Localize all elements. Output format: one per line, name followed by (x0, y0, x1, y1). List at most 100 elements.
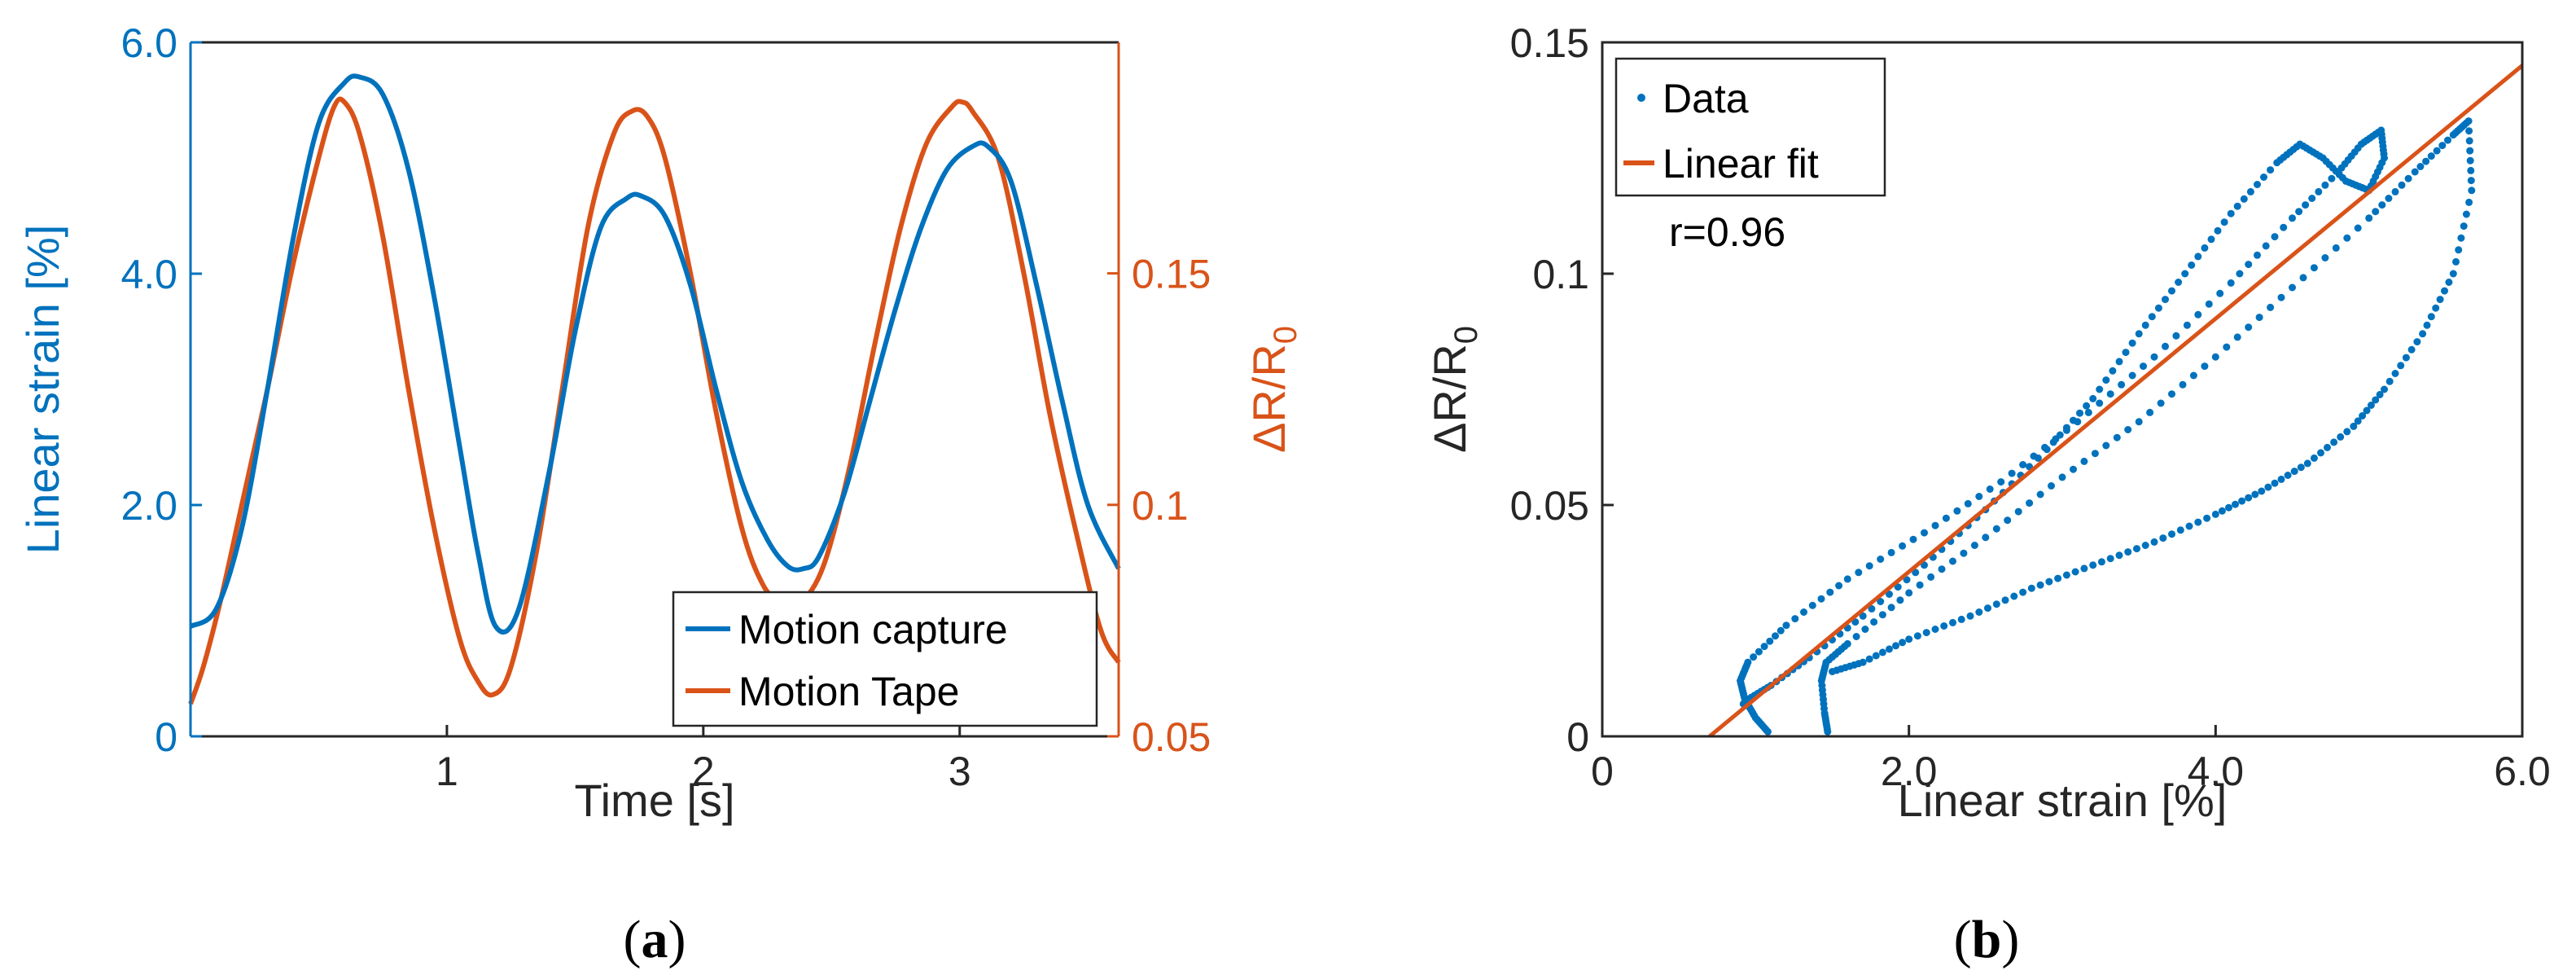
panel-b-caption-letter: b (1972, 910, 2002, 969)
left-y-tick-label: 0 (155, 714, 177, 760)
panel-b-caption: (b) (1954, 910, 2020, 969)
legend-label-linear-fit: Linear fit (1663, 141, 1819, 187)
data-point (1859, 612, 1867, 620)
data-point (1755, 648, 1763, 656)
data-point (2391, 370, 2399, 377)
data-point (2350, 422, 2358, 430)
data-point (2354, 417, 2362, 425)
legend-label-motion-tape: Motion Tape (738, 669, 959, 714)
data-point (1982, 534, 1990, 542)
data-point (2438, 142, 2447, 150)
data-point (2332, 244, 2340, 252)
data-point (2150, 353, 2158, 361)
data-point (1865, 655, 1873, 663)
data-point (1808, 601, 1816, 609)
data-point (2194, 518, 2202, 526)
data-point (2411, 168, 2419, 176)
legend-label-motion-capture: Motion capture (738, 607, 1008, 652)
data-point (1878, 611, 1886, 619)
data-point (2172, 332, 2180, 340)
data-point (2385, 377, 2394, 385)
panel-a-caption-letter: a (642, 910, 668, 969)
data-point (1892, 642, 1899, 650)
y-tick-label: 0 (1566, 714, 1589, 760)
panel-a-right-y-label-base: ΔR/R (1243, 344, 1295, 453)
data-point (1861, 626, 1869, 633)
data-point (2089, 561, 2097, 569)
data-point (2245, 323, 2253, 332)
panel-a-caption-open: ( (624, 910, 642, 969)
data-point (2141, 321, 2149, 329)
data-point (2124, 426, 2132, 433)
data-point (2227, 209, 2235, 217)
data-point (1894, 583, 1902, 591)
data-point (2465, 198, 2473, 206)
data-point (1886, 645, 1893, 653)
data-point (2315, 187, 2323, 195)
series-line-motion-capture (189, 73, 1121, 635)
data-point (2154, 304, 2162, 312)
data-point (2297, 463, 2305, 472)
data-point (2211, 510, 2219, 518)
data-point (1868, 604, 1876, 613)
data-point (1986, 485, 1994, 493)
data-point (2423, 321, 2431, 329)
data-point (2452, 257, 2460, 266)
x-tick-label: 2.0 (1881, 749, 1938, 794)
left-y-tick-label: 4.0 (120, 252, 177, 297)
data-point (2216, 289, 2224, 297)
data-point (2179, 380, 2187, 389)
data-point (2201, 244, 2209, 252)
data-point (1877, 556, 1885, 563)
data-point (1960, 549, 1968, 557)
data-point (2150, 538, 2158, 546)
data-point (2240, 195, 2248, 203)
data-point (1949, 557, 1956, 565)
data-point (1760, 643, 1768, 651)
data-point (2148, 313, 2156, 321)
y-tick-label: 0.15 (1510, 20, 1589, 66)
data-point (2133, 545, 2140, 553)
data-point (2115, 551, 2123, 560)
data-point (2466, 156, 2474, 165)
data-point (2251, 490, 2259, 498)
data-point (2343, 428, 2351, 436)
data-point (2205, 300, 2213, 308)
data-point (1896, 596, 1904, 604)
data-point (2141, 542, 2149, 549)
data-point (1826, 588, 1834, 596)
data-point (2317, 449, 2324, 457)
data-point (1921, 561, 1928, 569)
data-point (1903, 576, 1911, 584)
data-point (1843, 639, 1851, 648)
data-point (2106, 390, 2114, 398)
data-point (1931, 521, 1939, 529)
data-point (2236, 270, 2244, 278)
data-point (2427, 152, 2435, 160)
data-point (2162, 296, 2169, 304)
data-point (2036, 581, 2044, 589)
data-point (2444, 136, 2451, 144)
data-point (2102, 376, 2110, 384)
panel-a-series-group (188, 73, 1121, 705)
panel-a-chart: 1 2 3 0 2.0 4.0 6.0 0.05 0.1 0.15 Time [s] Line… (17, 20, 1303, 969)
data-point (2118, 380, 2126, 389)
panel-a-right-y-label: ΔR/R0 (1243, 326, 1303, 453)
right-y-tick-label: 0.15 (1132, 252, 1211, 297)
data-point (2245, 494, 2253, 502)
data-point (1878, 648, 1886, 657)
data-point (2363, 406, 2371, 415)
data-point (2385, 195, 2393, 202)
data-point (2225, 503, 2232, 512)
panel-b-legend: Data Linear fit (1614, 57, 1886, 197)
data-point (1997, 478, 2005, 486)
x-tick-label: 1 (436, 749, 458, 794)
panel-a-left-y-label: Linear strain [%] (17, 225, 68, 555)
panel-b-linear-fit-line (1708, 64, 2524, 738)
data-point (1905, 589, 1913, 597)
data-point (2019, 461, 2027, 468)
data-point (2260, 173, 2267, 181)
panel-a-x-label: Time [s] (574, 775, 734, 826)
right-y-tick-label: 0.05 (1132, 714, 1211, 760)
data-point (2168, 530, 2175, 538)
